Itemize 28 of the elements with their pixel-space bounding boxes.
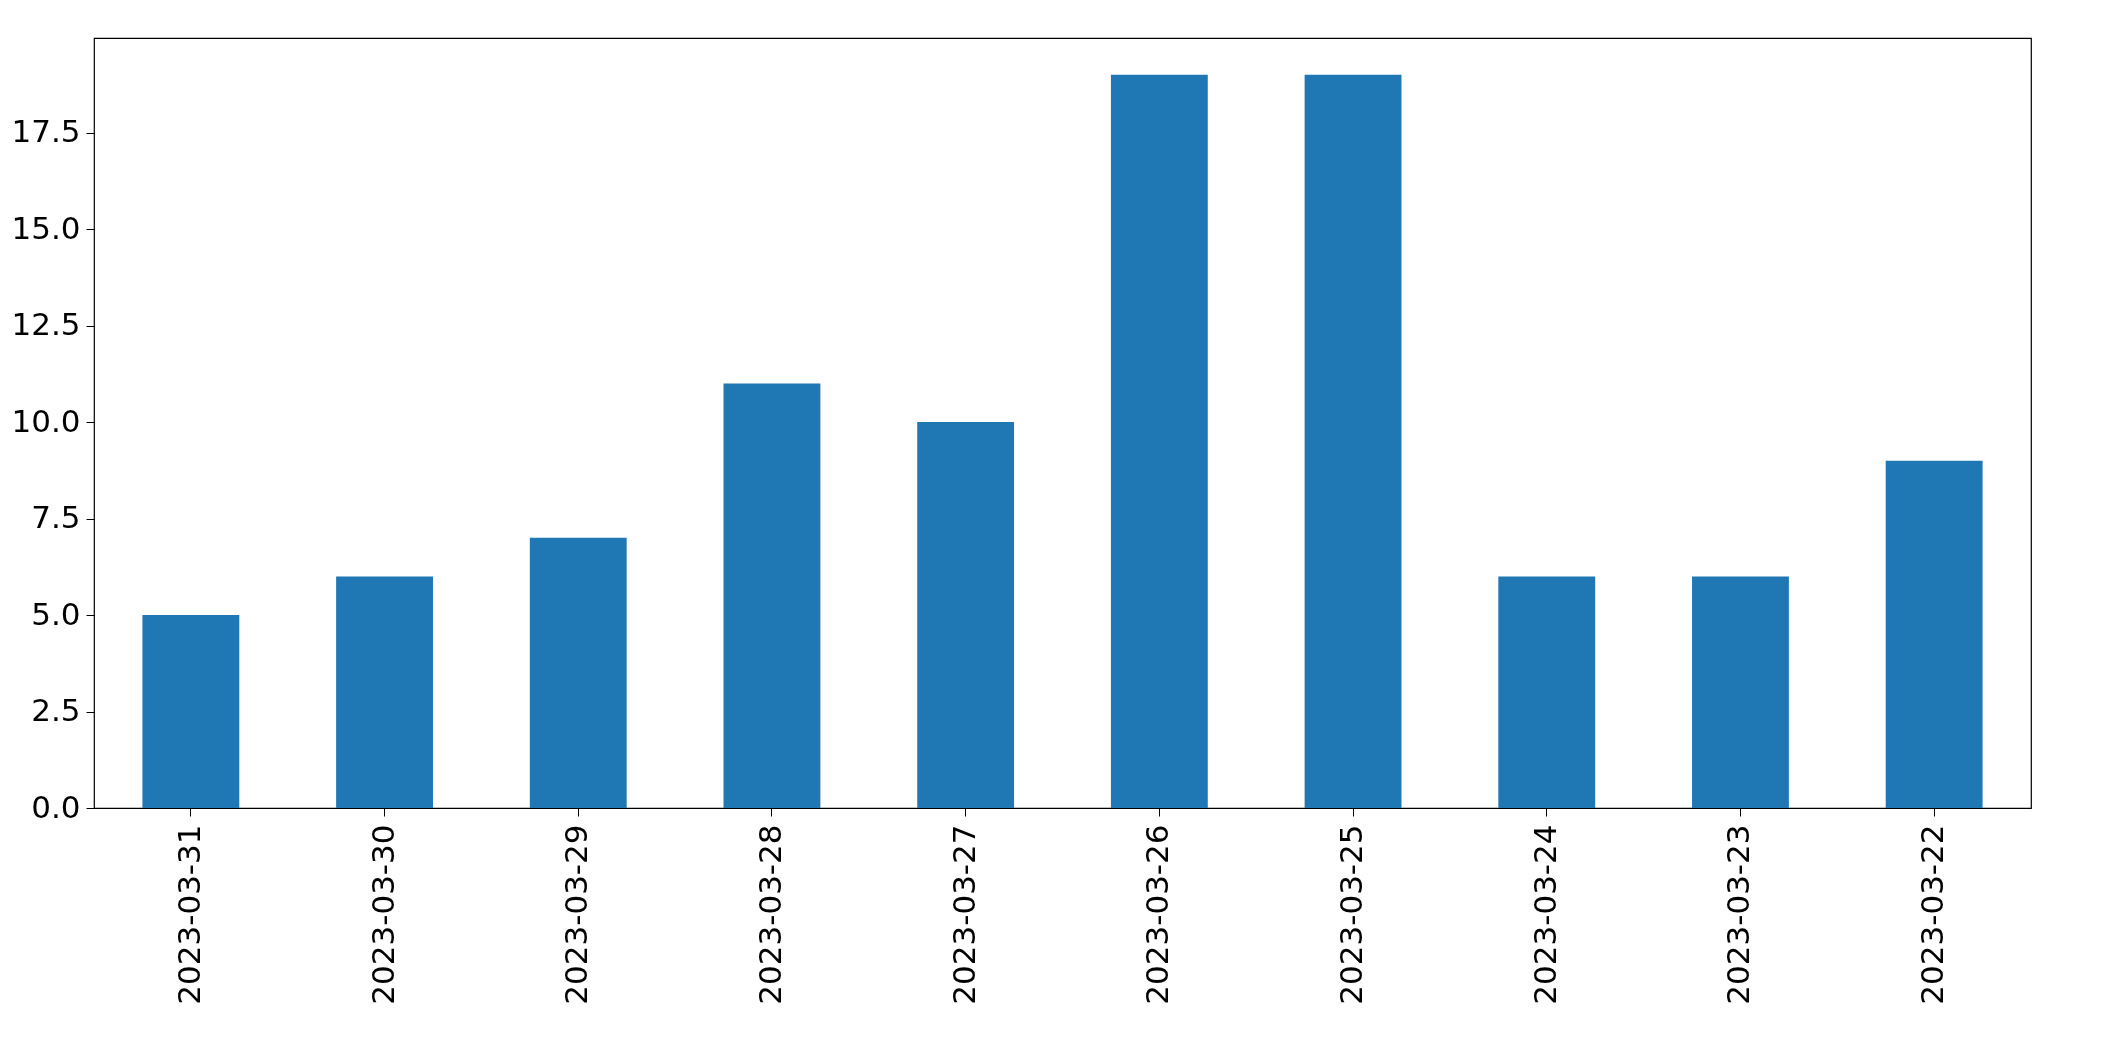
x-tick-label: 2023-03-22 [1914,824,1951,1005]
x-tick-label: 2023-03-30 [364,824,401,1005]
bar [1304,74,1402,808]
y-tick-label: 2.5 [31,692,81,729]
bar [529,537,627,808]
x-tick-label: 2023-03-28 [751,824,788,1005]
x-tick-label: 2023-03-31 [170,824,207,1005]
bar [1885,460,1983,808]
x-tick-label: 2023-03-25 [1333,824,1370,1005]
y-tick-label: 5.0 [31,595,81,632]
bar [336,576,433,808]
bar [1498,576,1596,808]
bar [1692,576,1789,808]
x-tick-label: 2023-03-24 [1526,824,1563,1005]
bar [1110,74,1208,808]
x-tick-label: 2023-03-26 [1139,824,1176,1005]
x-tick-label: 2023-03-23 [1720,824,1757,1005]
y-tick-label: 15.0 [11,209,81,246]
x-tick-label: 2023-03-27 [945,824,982,1005]
y-tick-label: 0.0 [31,788,81,825]
y-tick-label: 10.0 [11,402,81,439]
y-tick-label: 12.5 [11,306,81,343]
y-tick-label: 17.5 [11,113,81,150]
bar [723,383,821,808]
y-tick-label: 7.5 [31,499,81,536]
x-tick-label: 2023-03-29 [558,824,595,1005]
bar [142,615,240,808]
bar [917,422,1015,808]
